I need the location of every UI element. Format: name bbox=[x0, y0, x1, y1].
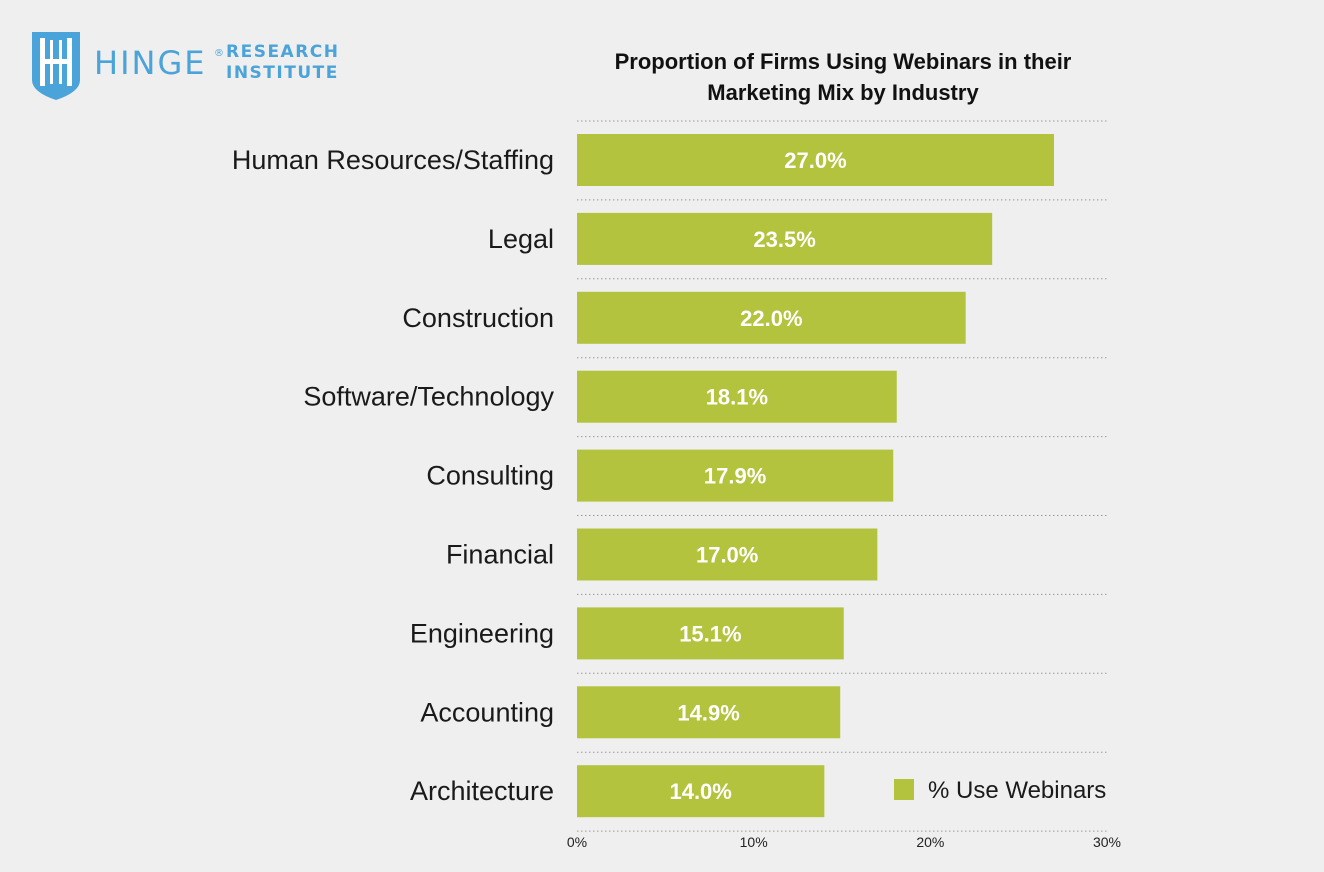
bar bbox=[577, 370, 897, 423]
data-label: 17.9% bbox=[704, 464, 766, 489]
chart-title-line-2: Marketing Mix by Industry bbox=[707, 80, 979, 105]
hinge-shield-icon bbox=[32, 32, 80, 100]
bar bbox=[577, 765, 825, 818]
bar bbox=[577, 449, 894, 502]
x-tick-label: 0% bbox=[567, 834, 587, 850]
bar bbox=[577, 528, 878, 581]
data-label: 22.0% bbox=[740, 306, 802, 331]
category-label: Legal bbox=[488, 224, 554, 254]
data-label: 23.5% bbox=[753, 227, 815, 252]
x-tick-label: 10% bbox=[740, 834, 768, 850]
category-label: Software/Technology bbox=[303, 382, 554, 412]
data-label: 27.0% bbox=[784, 148, 846, 173]
data-label: 15.1% bbox=[679, 621, 741, 646]
category-label: Human Resources/Staffing bbox=[232, 145, 554, 175]
data-label: 14.9% bbox=[677, 700, 739, 725]
bar bbox=[577, 607, 844, 660]
chart-title-line-1: Proportion of Firms Using Webinars in th… bbox=[614, 49, 1072, 74]
brand-line1: RESEARCH bbox=[226, 42, 340, 62]
hinge-research-institute-logo: HINGE ® RESEARCH INSTITUTE bbox=[28, 26, 358, 102]
x-tick-label: 30% bbox=[1093, 834, 1121, 850]
data-label: 17.0% bbox=[696, 543, 758, 568]
category-label: Accounting bbox=[420, 697, 554, 727]
bar bbox=[577, 134, 1054, 186]
x-tick-label: 20% bbox=[916, 834, 944, 850]
chart-title: Proportion of Firms Using Webinars in th… bbox=[560, 46, 1126, 108]
legend-label: % Use Webinars bbox=[928, 777, 1106, 804]
brand-registered-mark: ® bbox=[214, 48, 224, 59]
brand-name: HINGE bbox=[94, 44, 206, 82]
category-label: Financial bbox=[446, 540, 554, 570]
legend-swatch bbox=[894, 779, 914, 800]
category-label: Engineering bbox=[410, 618, 554, 648]
bar bbox=[577, 686, 841, 739]
brand-line2: INSTITUTE bbox=[226, 63, 339, 83]
bar bbox=[577, 291, 966, 344]
category-label: Architecture bbox=[410, 776, 554, 806]
category-label: Consulting bbox=[426, 461, 554, 491]
bar bbox=[577, 212, 993, 265]
category-label: Construction bbox=[402, 303, 554, 333]
data-label: 18.1% bbox=[706, 385, 768, 410]
data-label: 14.0% bbox=[669, 779, 731, 804]
